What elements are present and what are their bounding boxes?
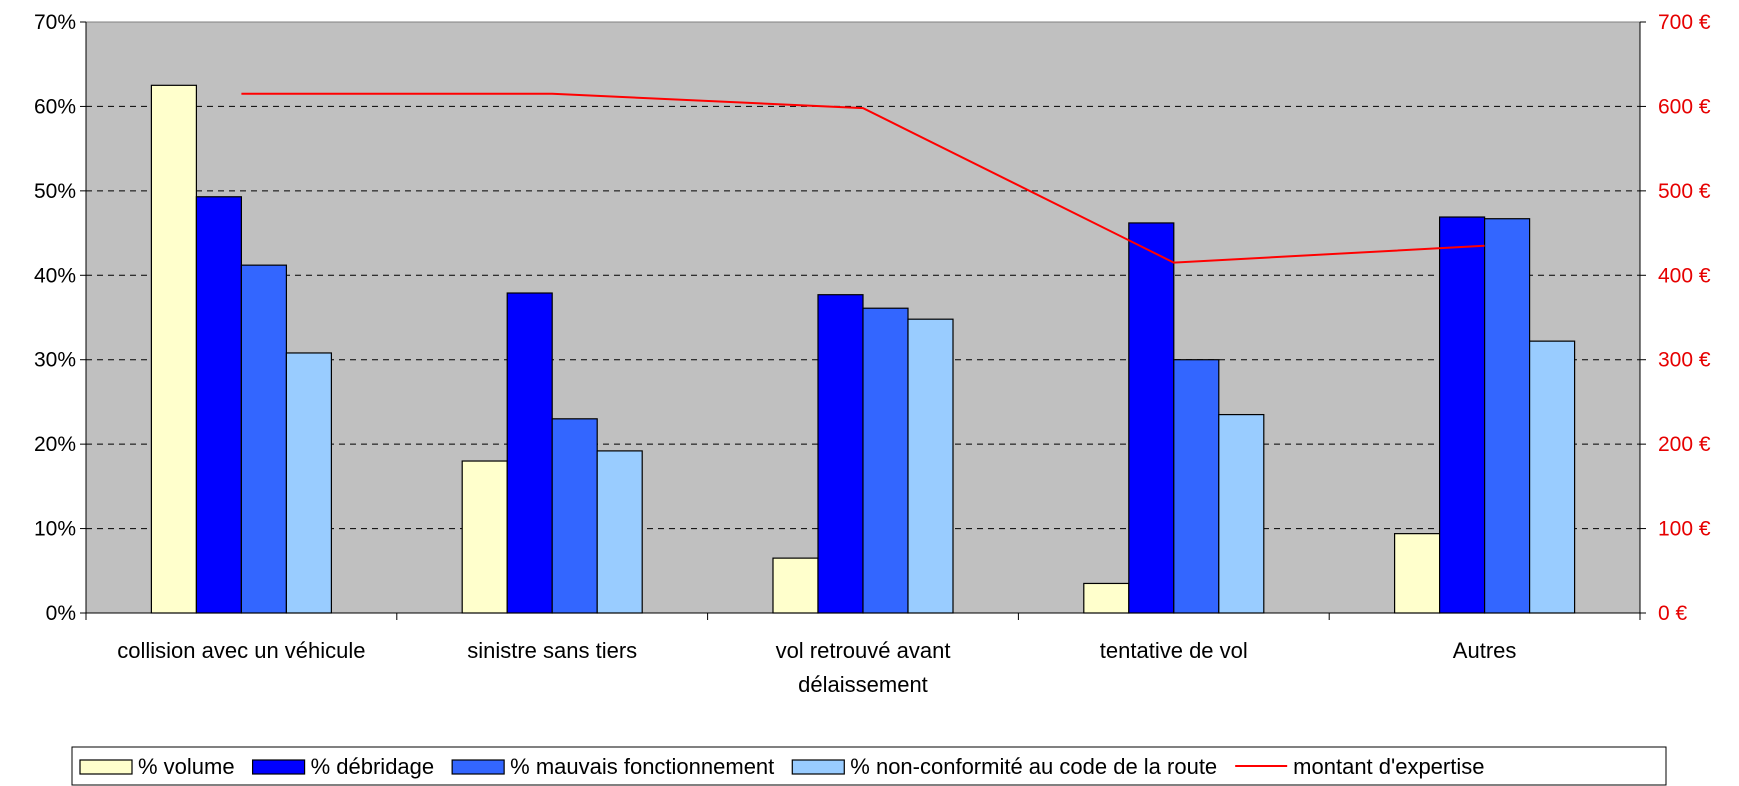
expertise-line (241, 92, 1485, 264)
legend-box (71, 746, 1667, 786)
left-tick-label: 20% (34, 433, 76, 456)
right-tick-label: 200 € (1658, 433, 1711, 456)
right-tick-label: 600 € (1658, 95, 1711, 118)
right-tick-label: 100 € (1658, 518, 1711, 541)
left-tick-label: 70% (34, 11, 76, 34)
category-label: collision avec un véhicule (117, 638, 365, 663)
legend-label: % volume (138, 754, 235, 779)
category-label: vol retrouvé avant (776, 638, 951, 663)
left-tick-label: 50% (34, 180, 76, 203)
bar (907, 318, 954, 614)
legend-swatch (251, 759, 306, 775)
legend-label: % débridage (311, 754, 435, 779)
legend: % volume % débridage % mauvais fonctionnem… (71, 746, 1667, 786)
bar (1528, 340, 1576, 614)
right-axis-ticks: 0 € 100 € 200 € 300 € 400 € 500 € 600 € 700 € (1658, 11, 1711, 625)
bar (817, 294, 864, 614)
bar (1393, 533, 1441, 614)
category-label: Autres (1453, 638, 1517, 663)
legend-swatch (79, 759, 133, 775)
bar (150, 84, 197, 614)
right-tick-label: 700 € (1658, 11, 1711, 34)
bar (195, 196, 242, 614)
legend-label: % mauvais fonctionnement (510, 754, 774, 779)
bar (1083, 582, 1130, 614)
left-tick-label: 0% (46, 602, 76, 625)
legend-label: % non-conformité au code de la route (850, 754, 1217, 779)
bar (1128, 222, 1175, 614)
bar (551, 418, 598, 614)
category-label: tentative de vol (1100, 638, 1248, 663)
bar (461, 460, 508, 614)
legend-label: montant d'expertise (1293, 754, 1484, 779)
bar (1438, 216, 1486, 614)
bar (285, 352, 332, 614)
line-series (241, 92, 1485, 264)
category-label: sinistre sans tiers (467, 638, 637, 663)
bar-series (150, 84, 1576, 614)
bar (862, 307, 909, 614)
bar (1173, 359, 1220, 614)
category-label: délaissement (798, 672, 928, 697)
right-tick-label: 400 € (1658, 264, 1711, 287)
bar (596, 450, 643, 614)
left-tick-label: 30% (34, 349, 76, 372)
left-tick-label: 40% (34, 264, 76, 287)
bar (240, 264, 287, 614)
bar (772, 557, 819, 614)
right-tick-label: 300 € (1658, 349, 1711, 372)
right-tick-label: 0 € (1658, 602, 1688, 625)
bar (1218, 413, 1265, 614)
left-axis-ticks: 0% 10% 20% 30% 40% 50% 60% 70% (34, 11, 76, 625)
bar (1483, 218, 1531, 614)
left-tick-label: 10% (34, 518, 76, 541)
category-labels: collision avec un véhicule sinistre sans … (117, 638, 1516, 697)
right-tick-label: 500 € (1658, 180, 1711, 203)
legend-swatch (451, 759, 505, 775)
legend-swatch (791, 759, 845, 775)
bar (506, 292, 553, 614)
gridlines (86, 105, 1640, 530)
left-tick-label: 60% (34, 95, 76, 118)
